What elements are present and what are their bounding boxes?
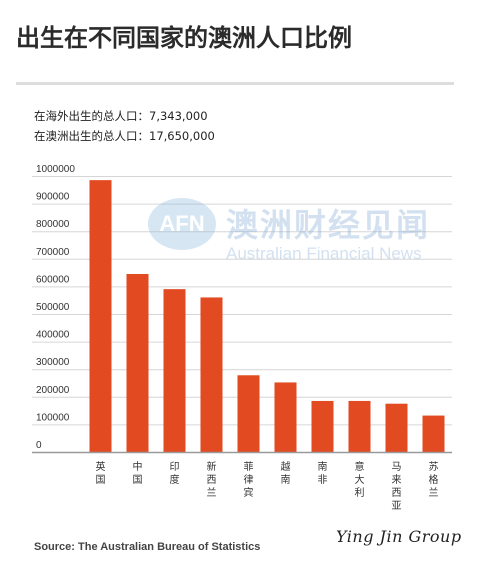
- bar-5: [237, 375, 260, 452]
- x-category-label: 南非: [318, 460, 328, 486]
- title-divider: [16, 82, 454, 85]
- x-category-label: 新西兰: [207, 460, 217, 499]
- y-tick-label: 600000: [36, 274, 70, 285]
- y-tick-label: 0: [36, 440, 42, 451]
- bar-10: [422, 415, 445, 452]
- afn-logo: AFN: [148, 198, 216, 250]
- x-category-label: 中国: [133, 460, 143, 486]
- bar-4: [200, 297, 223, 452]
- australia-born-total: 在澳洲出生的总人口：17,650,000: [34, 129, 215, 143]
- bar-8: [348, 400, 371, 452]
- y-tick-label: 900000: [36, 192, 70, 203]
- source-note: Source: The Australian Bureau of Statist…: [34, 541, 261, 553]
- x-category-label: 苏格兰: [429, 460, 439, 499]
- x-category-label: 英国: [96, 460, 106, 486]
- chart-labels: 0 100000 200000 300000 400000 500000 600000 700…: [36, 164, 439, 512]
- x-category-label: 越南: [281, 460, 291, 486]
- bar-1: [89, 180, 112, 452]
- y-tick-label: 200000: [36, 385, 70, 396]
- bar-6: [274, 382, 297, 452]
- x-category-label: 菲律宾: [244, 461, 254, 499]
- ying-jin-signature: Ying Jin Group: [336, 527, 462, 546]
- y-tick-label: 100000: [36, 412, 70, 423]
- watermark-english: Australian Financial News: [226, 244, 422, 263]
- page-title: 出生在不同国家的澳洲人口比例: [16, 24, 352, 52]
- bar-9: [385, 403, 408, 452]
- y-tick-label: 300000: [36, 357, 70, 368]
- x-category-label: 意大利: [355, 460, 365, 499]
- bar-2: [126, 273, 149, 452]
- chart-bars: [89, 180, 445, 452]
- y-tick-label: 1000000: [36, 164, 75, 175]
- y-tick-label: 800000: [36, 219, 70, 230]
- bar-3: [163, 289, 186, 452]
- y-tick-label: 500000: [36, 302, 70, 313]
- overseas-born-total: 在海外出生的总人口：7,343,000: [34, 109, 208, 123]
- bar-7: [311, 400, 334, 452]
- x-category-label: 马来西亚: [392, 461, 402, 512]
- y-tick-label: 700000: [36, 247, 70, 258]
- y-tick-label: 400000: [36, 330, 70, 341]
- watermark-chinese: 澳洲财经见闻: [226, 206, 431, 244]
- x-category-label: 印度: [170, 461, 180, 486]
